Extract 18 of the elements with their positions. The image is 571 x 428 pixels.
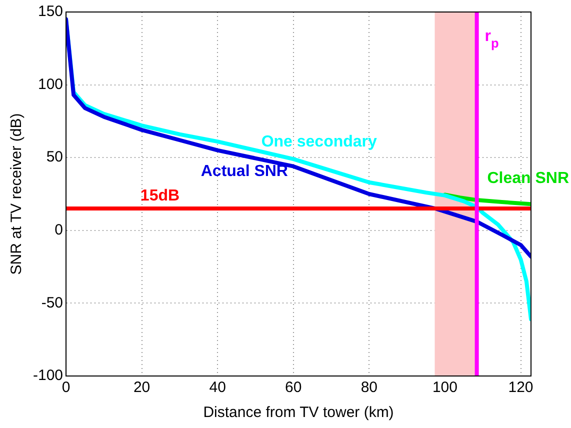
series-label: One secondary [261, 134, 378, 151]
y-tick-label: 50 [46, 148, 64, 166]
x-tick-label: 40 [209, 379, 226, 396]
x-tick-label: 60 [285, 379, 302, 396]
x-tick-label: 20 [133, 379, 150, 396]
y-tick-label: 0 [54, 222, 64, 239]
y-axis-title: SNR at TV receiver (dB) [8, 113, 26, 275]
x-tick-label: 120 [508, 379, 534, 396]
y-tick-label: 100 [38, 76, 64, 93]
series-label: Clean SNR [487, 170, 570, 188]
x-axis-title: Distance from TV tower (km) [203, 404, 394, 422]
x-tick-label: 100 [432, 379, 458, 396]
y-tick-label: -100 [32, 367, 64, 384]
ref-line-label: 15dB [140, 188, 180, 205]
y-tick-label: -50 [41, 294, 64, 312]
series-label: Actual SNR [200, 162, 288, 180]
x-tick-label: 80 [360, 379, 378, 396]
y-tick-label: 150 [38, 3, 64, 20]
